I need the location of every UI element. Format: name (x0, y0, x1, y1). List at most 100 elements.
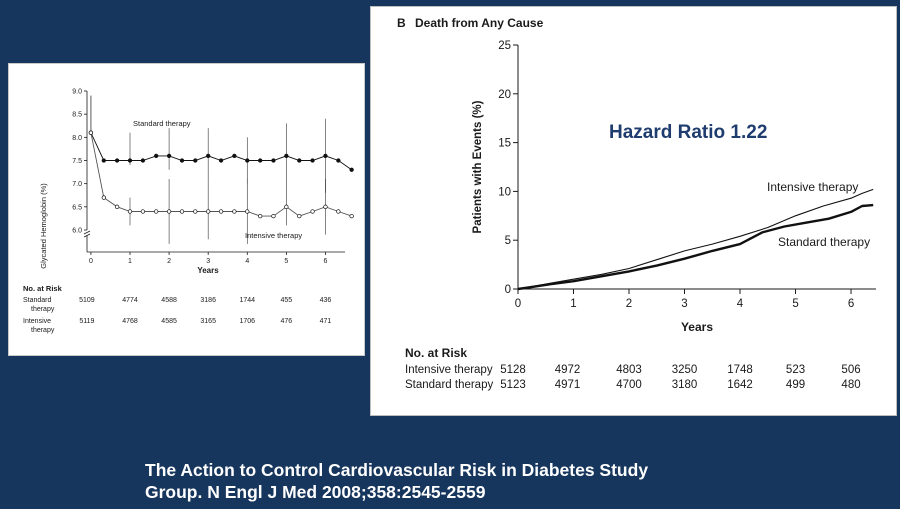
risk-value-intensive: 5119 (79, 318, 94, 325)
y-tick-label: 25 (498, 40, 511, 52)
hba1c-chart-panel: 6.0 6.5 7.0 7.5 8.0 8.5 9.0 0 1 2 3 4 5 6 Glycated He… (8, 63, 365, 356)
point-intensive (297, 213, 302, 219)
y-axis-label: Patients with Events (%) (472, 100, 484, 233)
point-intensive (114, 204, 120, 209)
y-tick-label: 10 (498, 186, 511, 198)
risk-row-label-intensive: Intensive therapy (405, 364, 493, 376)
chart-title: Death from Any Cause (415, 16, 544, 30)
point-standard (193, 158, 198, 163)
y-axis-break (83, 230, 91, 238)
x-tick-label: 1 (128, 258, 132, 265)
risk-value-standard: 4774 (122, 297, 138, 304)
risk-value-standard: 4971 (555, 379, 581, 391)
risk-value-intensive: 506 (841, 364, 860, 376)
risk-value-standard: 455 (281, 297, 293, 304)
point-standard (245, 158, 250, 163)
x-tick-label: 0 (89, 258, 93, 265)
point-standard (297, 158, 302, 163)
risk-value-standard: 499 (786, 379, 805, 391)
point-standard (232, 153, 237, 159)
risk-value-standard: 5123 (500, 379, 526, 391)
risk-value-intensive: 5128 (500, 364, 526, 376)
x-axis-label: Years (681, 320, 713, 334)
point-intensive (349, 213, 354, 219)
point-intensive (193, 209, 198, 214)
risk-value-intensive: 1748 (727, 364, 753, 376)
y-tick-label: 5 (505, 235, 511, 247)
citation: The Action to Control Cardiovascular Ris… (145, 459, 845, 503)
point-intensive (154, 209, 159, 214)
x-tick-label: 0 (515, 298, 521, 310)
point-intensive (166, 209, 172, 214)
risk-value-intensive: 4585 (161, 318, 177, 325)
mortality-chart-panel: B Death from Any Cause Patients with Eve… (370, 6, 897, 416)
risk-value-intensive: 4768 (122, 318, 138, 325)
risk-table-title: No. at Risk (23, 284, 63, 293)
x-tick-label: 3 (206, 258, 210, 265)
point-standard (114, 158, 120, 163)
y-tick-label: 6.5 (72, 204, 82, 211)
point-standard (206, 153, 211, 159)
point-standard (271, 158, 276, 163)
point-standard (258, 158, 263, 163)
y-tick-label: 7.5 (72, 158, 82, 165)
point-intensive (323, 204, 328, 209)
y-tick-label: 8.5 (72, 112, 82, 119)
mortality-chart: B Death from Any Cause Patients with Eve… (397, 16, 876, 391)
point-intensive (271, 213, 276, 219)
risk-value-intensive: 471 (320, 318, 332, 325)
point-intensive (284, 204, 289, 209)
y-tick-label: 9.0 (72, 89, 82, 96)
risk-row-label-intensive: Intensive therapy (23, 318, 55, 334)
risk-value-intensive: 4972 (555, 364, 581, 376)
point-standard (101, 158, 106, 163)
x-tick-label: 6 (848, 298, 854, 310)
series-line-standard (517, 203, 874, 291)
series-line-intensive (517, 188, 874, 290)
x-tick-label: 4 (245, 258, 249, 265)
risk-value-standard: 1744 (239, 297, 255, 304)
point-standard (140, 158, 146, 163)
point-standard (310, 158, 315, 163)
x-tick-label: 2 (167, 258, 171, 265)
annotation-standard-therapy: Standard therapy (778, 235, 870, 249)
y-tick-label: 0 (505, 284, 511, 296)
citation-line-2: Group. N Engl J Med 2008;358:2545-2559 (145, 482, 486, 502)
risk-value-standard: 480 (841, 379, 860, 391)
hba1c-chart: 6.0 6.5 7.0 7.5 8.0 8.5 9.0 0 1 2 3 4 5 6 Glycated He… (23, 89, 354, 334)
x-tick-label: 5 (284, 258, 288, 265)
point-intensive (140, 209, 146, 214)
risk-value-intensive: 3165 (200, 318, 216, 325)
risk-value-standard: 436 (320, 297, 332, 304)
annotation-standard-therapy: Standard therapy (133, 119, 191, 128)
risk-value-intensive: 476 (281, 318, 293, 325)
risk-value-standard: 4700 (616, 379, 642, 391)
y-tick-label: 20 (498, 89, 511, 101)
risk-value-standard: 3180 (672, 379, 698, 391)
annotation-intensive-therapy: Intensive therapy (245, 231, 302, 240)
hazard-ratio-label: Hazard Ratio 1.22 (609, 122, 767, 143)
point-standard (349, 167, 354, 172)
x-tick-label: 5 (792, 298, 798, 310)
point-standard (218, 158, 224, 163)
y-tick-label: 6.0 (72, 228, 82, 235)
risk-value-standard: 1642 (727, 379, 753, 391)
risk-table-title: No. at Risk (405, 346, 467, 360)
citation-line-1: The Action to Control Cardiovascular Ris… (145, 460, 649, 480)
annotation-intensive-therapy: Intensive therapy (767, 180, 858, 194)
x-axis-label: Years (197, 266, 219, 275)
y-axis-label: Glycated Hemoglobin (%) (39, 183, 48, 269)
point-intensive (232, 209, 237, 214)
risk-value-intensive: 1706 (239, 318, 255, 325)
point-intensive (336, 209, 341, 214)
risk-value-intensive: 523 (786, 364, 805, 376)
x-tick-label: 6 (324, 258, 328, 265)
risk-row-label-standard: Standard therapy (405, 379, 493, 391)
point-intensive (88, 130, 94, 135)
x-tick-label: 1 (570, 298, 576, 310)
risk-value-standard: 5109 (79, 297, 95, 304)
point-standard (323, 153, 328, 159)
x-tick-label: 3 (681, 298, 687, 310)
point-intensive (310, 209, 315, 214)
point-standard (166, 153, 172, 159)
